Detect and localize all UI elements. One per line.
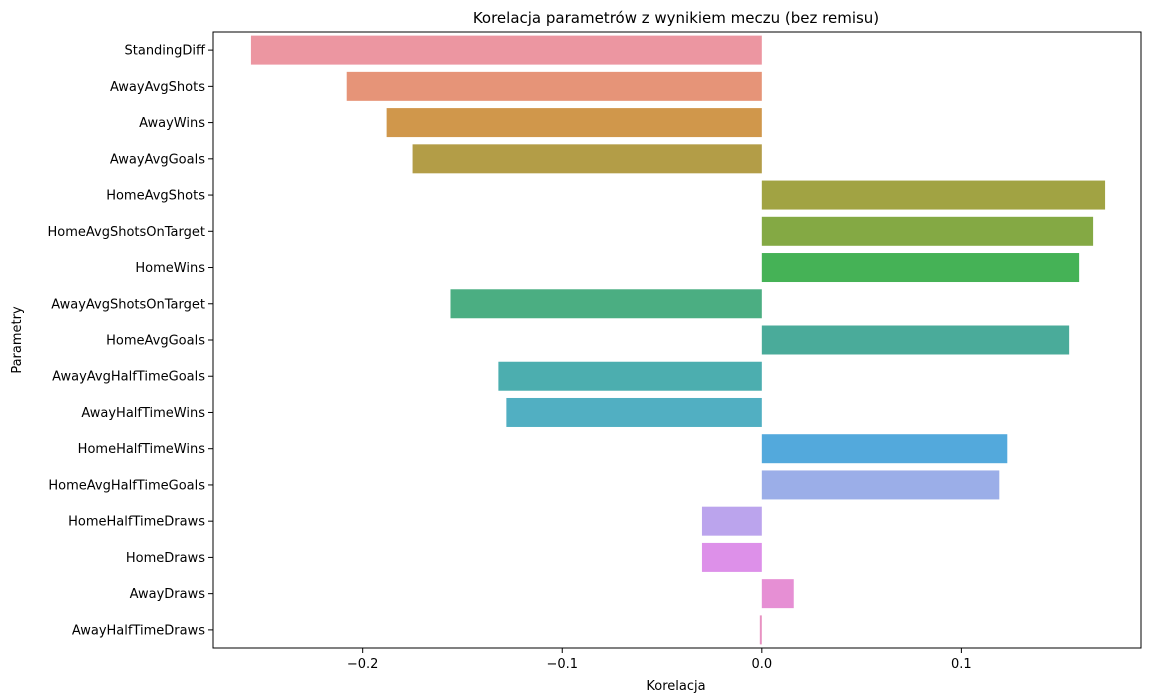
bar-AwayHalfTimeWins	[506, 397, 762, 427]
x-axis-label: Korelacja	[646, 679, 705, 694]
x-tick-label: 0.0	[751, 657, 772, 672]
bar-AwayWins	[386, 108, 762, 138]
y-tick-label: AwayHalfTimeDraws	[72, 623, 205, 638]
bars-group	[250, 35, 1106, 645]
x-tick-label: −0.1	[546, 657, 578, 672]
bar-HomeWins	[761, 253, 1080, 283]
y-tick-label: AwayHalfTimeWins	[81, 406, 205, 421]
bar-HomeAvgShotsOnTarget	[761, 216, 1094, 246]
plot-frame	[212, 31, 1142, 649]
bar-AwayAvgShotsOnTarget	[450, 289, 762, 319]
y-tick-label: HomeHalfTimeDraws	[68, 515, 205, 530]
bar-AwayAvgShots	[346, 71, 762, 101]
y-tick-label: AwayAvgShotsOnTarget	[51, 297, 205, 312]
y-tick-label: AwayAvgHalfTimeGoals	[52, 370, 205, 385]
x-tick-label: 0.1	[951, 657, 972, 672]
x-tick-label: −0.2	[347, 657, 379, 672]
bar-AwayAvgGoals	[412, 144, 762, 174]
y-tick-label: HomeAvgShots	[106, 189, 205, 204]
bar-HomeAvgShots	[761, 180, 1106, 210]
y-tick-label: HomeAvgShotsOnTarget	[48, 225, 205, 240]
bar-HomeDraws	[701, 542, 762, 572]
y-tick-label: HomeDraws	[126, 551, 205, 566]
y-tick-label: AwayDraws	[130, 587, 206, 602]
y-tick-label: HomeAvgHalfTimeGoals	[48, 478, 205, 493]
bar-AwayHalfTimeDraws	[759, 615, 762, 645]
bar-HomeHalfTimeWins	[761, 434, 1008, 464]
bar-AwayAvgHalfTimeGoals	[498, 361, 762, 391]
y-tick-label: HomeWins	[135, 261, 205, 276]
chart-title: Korelacja parametrów z wynikiem meczu (b…	[473, 9, 879, 27]
y-tick-label: AwayAvgGoals	[110, 152, 205, 167]
y-tick-label: HomeAvgGoals	[106, 334, 205, 349]
y-tick-labels: StandingDiff AwayAvgShots AwayWins AwayAvgG…	[48, 44, 213, 638]
bar-HomeAvgHalfTimeGoals	[761, 470, 1000, 500]
y-tick-label: HomeHalfTimeWins	[78, 442, 206, 457]
y-tick-label: AwayAvgShots	[110, 80, 205, 95]
bar-StandingDiff	[250, 35, 762, 65]
y-axis-label: Parametry	[10, 306, 25, 374]
bar-AwayDraws	[761, 579, 794, 609]
x-ticks: −0.2 −0.1 0.0 0.1	[347, 648, 972, 672]
bar-HomeAvgGoals	[761, 325, 1070, 355]
y-tick-label: StandingDiff	[125, 44, 207, 59]
bar-HomeHalfTimeDraws	[701, 506, 762, 536]
y-tick-label: AwayWins	[139, 116, 205, 131]
